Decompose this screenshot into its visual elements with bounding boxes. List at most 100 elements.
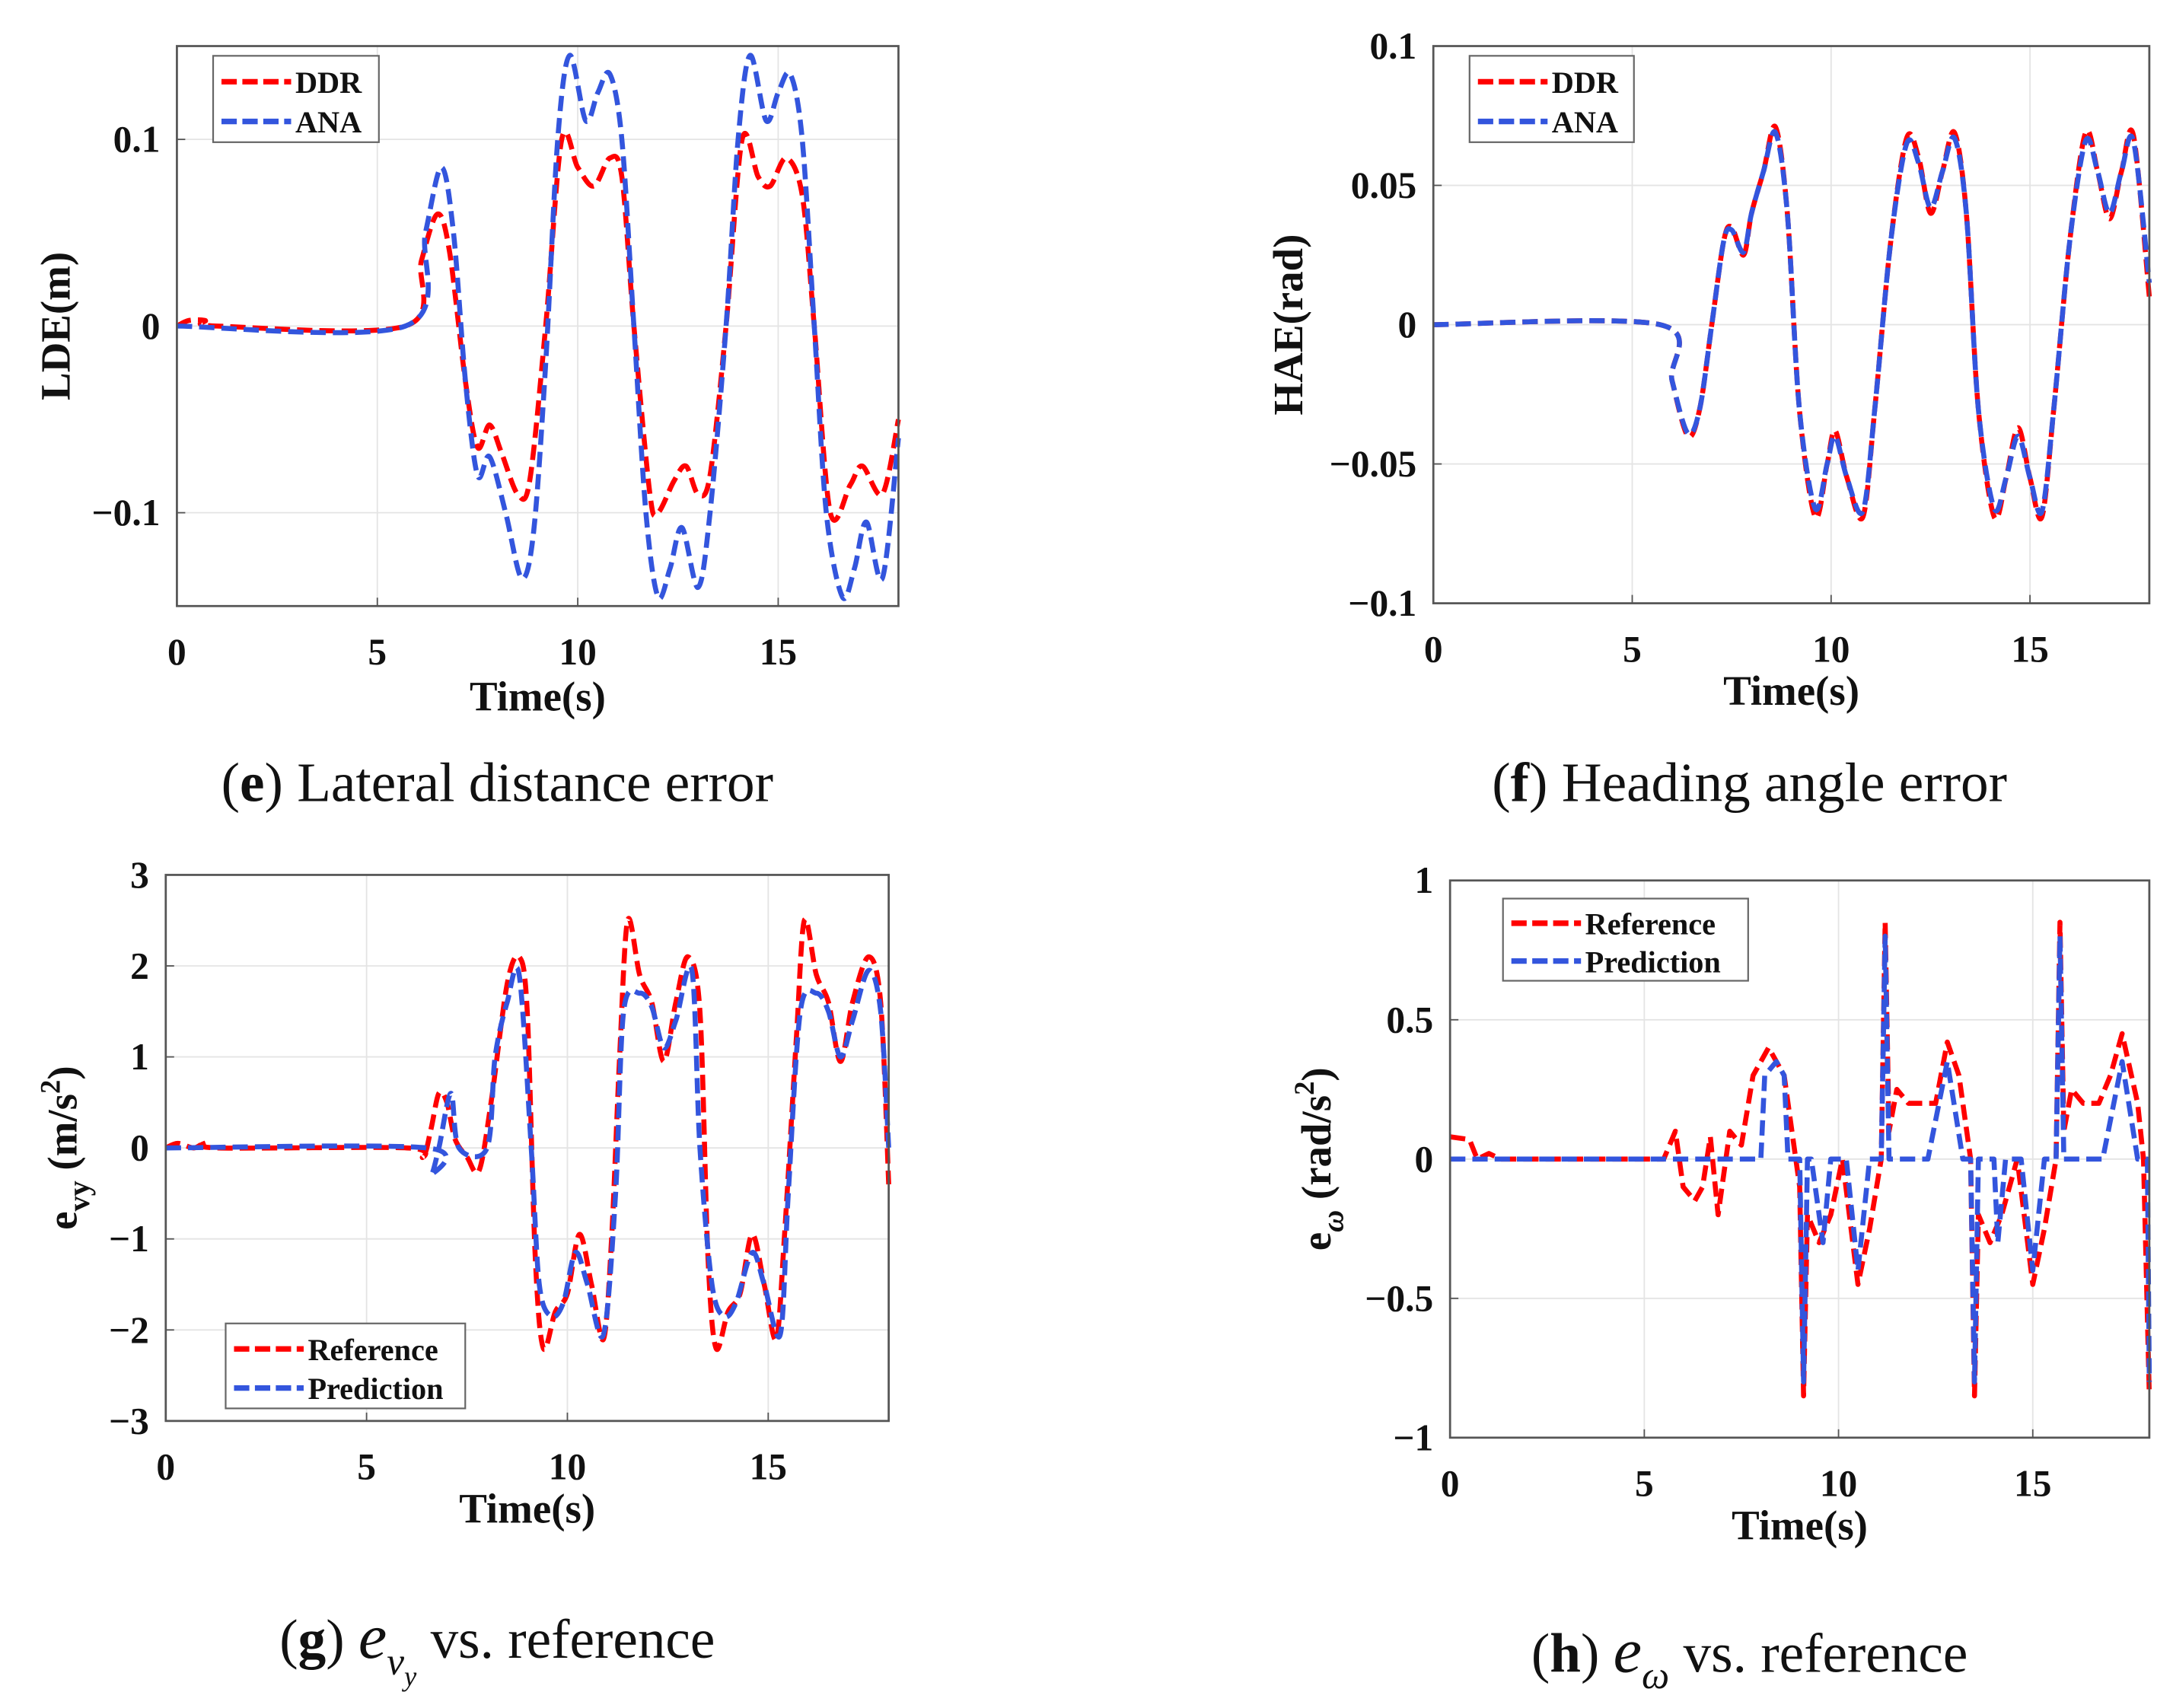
caption-letter: h — [1550, 1622, 1581, 1684]
y-label-sup: 2 — [1289, 1082, 1320, 1095]
y-tick-label: −1 — [109, 1218, 149, 1260]
y-label-unit: (m/s — [40, 1094, 86, 1181]
y-tick-label: 2 — [130, 945, 149, 986]
legend-label: Prediction — [307, 1372, 443, 1406]
y-tick-label: −1 — [1393, 1416, 1433, 1458]
series-line-prediction — [1450, 933, 2152, 1385]
y-tick-label: 0.05 — [1351, 164, 1416, 206]
caption-symbol: e — [1614, 1615, 1642, 1686]
legend-label: DDR — [295, 65, 362, 100]
caption-text: vs. reference — [1684, 1622, 1968, 1684]
caption-letter: g — [298, 1608, 327, 1670]
x-tick-label: 0 — [156, 1446, 175, 1488]
caption-letter: f — [1511, 751, 1531, 813]
caption-text: Heading angle error — [1562, 751, 2007, 813]
x-axis-label: Time(s) — [470, 673, 606, 719]
y-tick-label: 0.1 — [1369, 25, 1416, 67]
legend-box — [225, 1322, 467, 1410]
caption-paren-close: ) — [326, 1608, 358, 1670]
legend-label: ANA — [1552, 105, 1618, 139]
chart-e: 0 5 10 15 −0.1 0 0.1 DDR ANA Time(s) LDE(m) (e) Lat… — [33, 45, 901, 813]
caption-symbol: e — [358, 1601, 387, 1672]
y-tick-label: 0.5 — [1386, 999, 1433, 1040]
y-tick-label: −3 — [109, 1400, 149, 1442]
y-label-close: ) — [40, 1066, 86, 1079]
caption-text: vs. reference — [431, 1608, 715, 1670]
x-tick-label: 15 — [760, 631, 797, 673]
axes-box — [1448, 879, 2151, 1439]
chart-f: 0 5 10 15 −0.1 −0.05 0 0.05 0.1 DDR ANA Time(s) HAE(… — [1265, 25, 2152, 813]
legend-label: Prediction — [1585, 945, 1721, 979]
caption-paren-open: ( — [221, 751, 240, 813]
legend-box — [1468, 55, 1635, 143]
y-label-main: e — [40, 1212, 86, 1230]
y-tick-label: −0.1 — [1348, 582, 1416, 624]
x-tick-label: 10 — [1820, 1463, 1857, 1505]
caption-space — [1669, 1622, 1683, 1684]
y-tick-label: 0 — [130, 1127, 149, 1169]
caption-paren-open: ( — [279, 1608, 298, 1670]
y-axis-label: HAE(rad) — [1265, 234, 1311, 416]
x-tick-label: 0 — [167, 631, 186, 673]
x-axis-label: Time(s) — [459, 1485, 595, 1531]
y-tick-label: 3 — [130, 854, 149, 896]
caption-sub: v — [387, 1640, 404, 1684]
x-tick-label: 0 — [1441, 1463, 1460, 1505]
caption: (f) Heading angle error — [1492, 751, 2007, 813]
y-tick-label: 0 — [1414, 1138, 1433, 1180]
y-axis-label: evy (m/s2) — [35, 1066, 96, 1230]
series-line-prediction — [165, 964, 891, 1340]
legend-box — [212, 55, 380, 143]
axes-box — [1432, 45, 2151, 604]
x-tick-label: 15 — [750, 1446, 787, 1488]
x-tick-label: 5 — [1623, 628, 1642, 670]
y-label-main: e — [1293, 1232, 1340, 1251]
y-label-sub: ω — [1315, 1210, 1349, 1232]
y-label-sub: vy — [62, 1181, 96, 1211]
x-tick-label: 5 — [357, 1446, 376, 1488]
y-label-sup: 2 — [35, 1080, 66, 1094]
caption-subsub: y — [401, 1661, 417, 1692]
caption-paren-close: ) — [1529, 751, 1562, 813]
y-tick-label: 1 — [130, 1036, 149, 1078]
y-tick-label: 1 — [1414, 859, 1433, 901]
y-label-main: HAE(rad) — [1265, 234, 1311, 416]
legend: DDR ANA — [1468, 55, 1635, 143]
legend-label: DDR — [1552, 65, 1619, 100]
x-axis-label: Time(s) — [1732, 1502, 1868, 1548]
caption: (g) evy vs. reference — [279, 1601, 715, 1692]
x-tick-label: 10 — [559, 631, 596, 673]
x-tick-label: 15 — [2011, 628, 2048, 670]
y-tick-label: 0.1 — [113, 119, 161, 161]
series-line-ana — [177, 53, 901, 601]
chart-g: 0 5 10 15 −3 −2 −1 0 1 2 3 Reference Prediction Time(… — [35, 854, 891, 1692]
x-tick-label: 15 — [2014, 1463, 2051, 1505]
x-tick-label: 10 — [549, 1446, 586, 1488]
caption-space — [416, 1608, 430, 1670]
y-label-close: ) — [1293, 1067, 1340, 1081]
y-tick-label: −0.05 — [1330, 443, 1417, 485]
legend-box — [1502, 897, 1749, 982]
axes-box — [176, 45, 900, 607]
caption-paren-open: ( — [1531, 1622, 1550, 1684]
y-label-unit: (rad/s — [1293, 1095, 1340, 1210]
caption-text: Lateral distance error — [297, 751, 773, 813]
y-tick-label: 0 — [142, 305, 161, 347]
series-line-ddr — [177, 129, 901, 523]
series-line-ana — [1433, 129, 2152, 516]
legend-label: Reference — [307, 1333, 438, 1367]
legend-label: Reference — [1585, 907, 1716, 942]
x-tick-label: 0 — [1424, 628, 1443, 670]
caption: (e) Lateral distance error — [221, 751, 773, 813]
caption: (h) eω vs. reference — [1531, 1615, 1967, 1697]
caption-paren-open: ( — [1492, 751, 1510, 813]
x-tick-label: 5 — [368, 631, 387, 673]
legend: Reference Prediction — [225, 1322, 467, 1410]
y-tick-label: 0 — [1398, 304, 1417, 346]
y-tick-label: −2 — [109, 1309, 149, 1351]
legend-label: ANA — [295, 105, 362, 139]
y-axis-label: eω (rad/s2) — [1289, 1067, 1349, 1251]
caption-paren-close: ) — [265, 751, 298, 813]
